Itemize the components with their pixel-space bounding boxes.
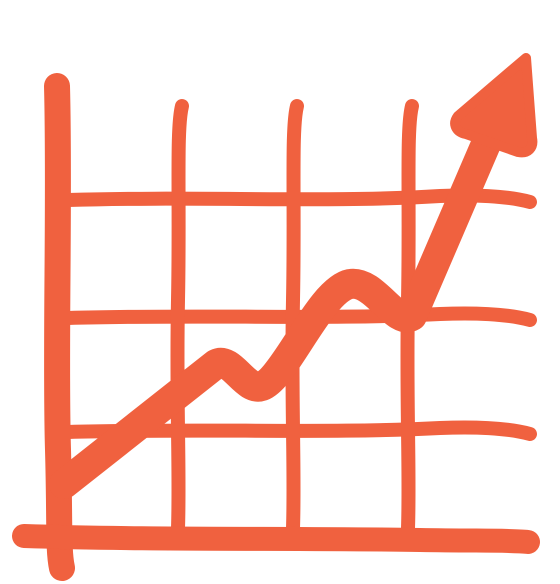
grid-line [61,306,537,327]
trend-line [49,115,507,499]
grid-line [285,99,304,535]
grid-line [61,188,537,209]
x-axis [12,524,540,554]
arrowhead [450,53,538,158]
grid-line [170,99,189,535]
grid-line [61,420,537,441]
